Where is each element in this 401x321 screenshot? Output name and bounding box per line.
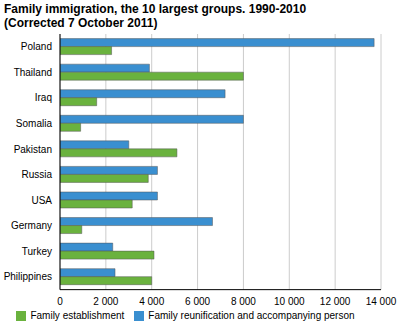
svg-text:Pakistan: Pakistan	[14, 144, 52, 155]
svg-text:4 000: 4 000	[139, 296, 164, 307]
html-text:Family immigration, the 10 lar: Family immigration, the 10 largest group…	[4, 2, 307, 16]
svg-text:14 000: 14 000	[366, 296, 393, 307]
svg-text:Turkey: Turkey	[22, 246, 52, 257]
svg-text:0: 0	[57, 296, 63, 307]
svg-text:Thailand: Thailand	[14, 67, 52, 78]
svg-text:Russia: Russia	[21, 169, 52, 180]
svg-text:Poland: Poland	[21, 41, 52, 52]
svg-text:12 000: 12 000	[320, 296, 351, 307]
html-text:Family establishment: Family establishment	[30, 309, 125, 321]
html-text:(Corrected 7 October 2011): (Corrected 7 October 2011)	[4, 16, 158, 30]
svg-text:Philippines: Philippines	[8, 271, 52, 282]
svg-text:2 000: 2 000	[93, 296, 118, 307]
svg-text:6 000: 6 000	[185, 296, 210, 307]
svg-text:Iraq: Iraq	[35, 92, 52, 103]
svg-text:USA: USA	[31, 195, 52, 206]
svg-text:10 000: 10 000	[274, 296, 305, 307]
svg-text:Somalia: Somalia	[16, 118, 53, 129]
html-text:Family reunification and accom: Family reunification and accompanying pe…	[148, 309, 355, 321]
svg-text:8 000: 8 000	[231, 296, 256, 307]
svg-text:Germany: Germany	[11, 220, 52, 231]
